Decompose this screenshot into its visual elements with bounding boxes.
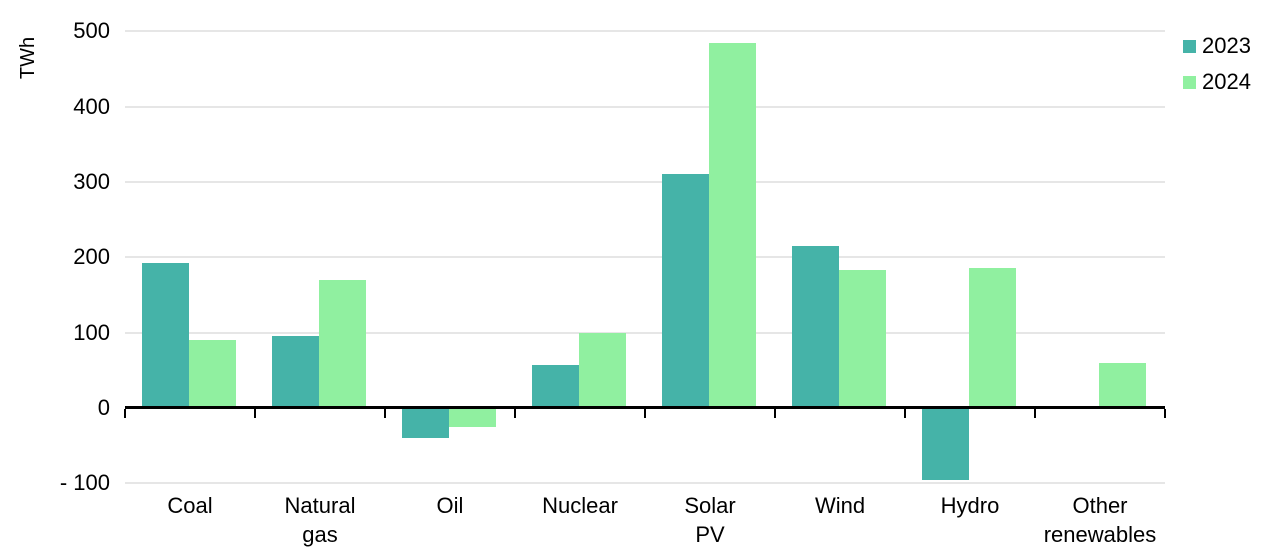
legend-label-2023: 2023: [1202, 33, 1251, 58]
x-category-label-hydro: Hydro: [940, 493, 1000, 518]
bar-oil-2024: [449, 408, 496, 427]
bar-hydro-2024: [969, 268, 1016, 408]
gridline-200: [125, 256, 1165, 258]
gridline-300: [125, 181, 1165, 183]
bar-coal-2023: [142, 263, 189, 408]
gridline-400: [125, 106, 1165, 108]
x-category-label-other-renewables: Other renewables: [1043, 493, 1157, 547]
x-category-label-coal: Coal: [167, 493, 213, 518]
y-tick-label-400: 400: [73, 94, 110, 119]
bar-solar-pv-2024: [709, 43, 756, 408]
x-axis-tick: [384, 409, 386, 418]
x-category-label-nuclear: Nuclear: [542, 493, 618, 518]
bar-nuclear-2023: [532, 365, 579, 408]
x-category-label-solar-pv: Solar PV: [684, 493, 736, 547]
x-category-label-wind: Wind: [814, 493, 866, 518]
bar-solar-pv-2023: [662, 174, 709, 408]
gridline--100: [125, 482, 1165, 484]
y-tick-label-100: 100: [73, 320, 110, 345]
bar-hydro-2023: [922, 408, 969, 480]
x-axis-tick: [1034, 409, 1036, 418]
y-tick-label-200: 200: [73, 244, 110, 269]
x-axis-tick: [904, 409, 906, 418]
y-tick-label-500: 500: [73, 18, 110, 43]
bar-nuclear-2024: [579, 333, 626, 408]
y-tick-label-300: 300: [73, 169, 110, 194]
y-tick-label-0: 0: [97, 395, 110, 420]
y-tick-label--100: - 100: [59, 470, 110, 495]
x-axis-tick: [514, 409, 516, 418]
legend-label-2024: 2024: [1202, 69, 1251, 94]
bar-natural-gas-2024: [319, 280, 366, 408]
legend-swatch-2023: [1183, 39, 1196, 53]
x-axis-tick: [774, 409, 776, 418]
legend-item-2023: 2023: [1183, 34, 1251, 58]
x-axis-tick: [124, 409, 126, 418]
x-category-label-natural-gas: Natural gas: [284, 493, 356, 547]
bar-coal-2024: [189, 340, 236, 408]
legend-swatch-2024: [1183, 75, 1196, 89]
x-axis-line: [125, 406, 1165, 409]
legend-item-2024: 2024: [1183, 70, 1251, 94]
bar-wind-2024: [839, 270, 886, 408]
x-axis-tick: [644, 409, 646, 418]
x-axis-tick: [254, 409, 256, 418]
gridline-500: [125, 30, 1165, 32]
bar-wind-2023: [792, 246, 839, 408]
bar-oil-2023: [402, 408, 449, 438]
gridline-100: [125, 332, 1165, 334]
x-category-label-oil: Oil: [436, 493, 464, 518]
bar-other-renewables-2024: [1099, 363, 1146, 408]
x-axis-tick: [1164, 409, 1166, 418]
bar-natural-gas-2023: [272, 336, 319, 408]
